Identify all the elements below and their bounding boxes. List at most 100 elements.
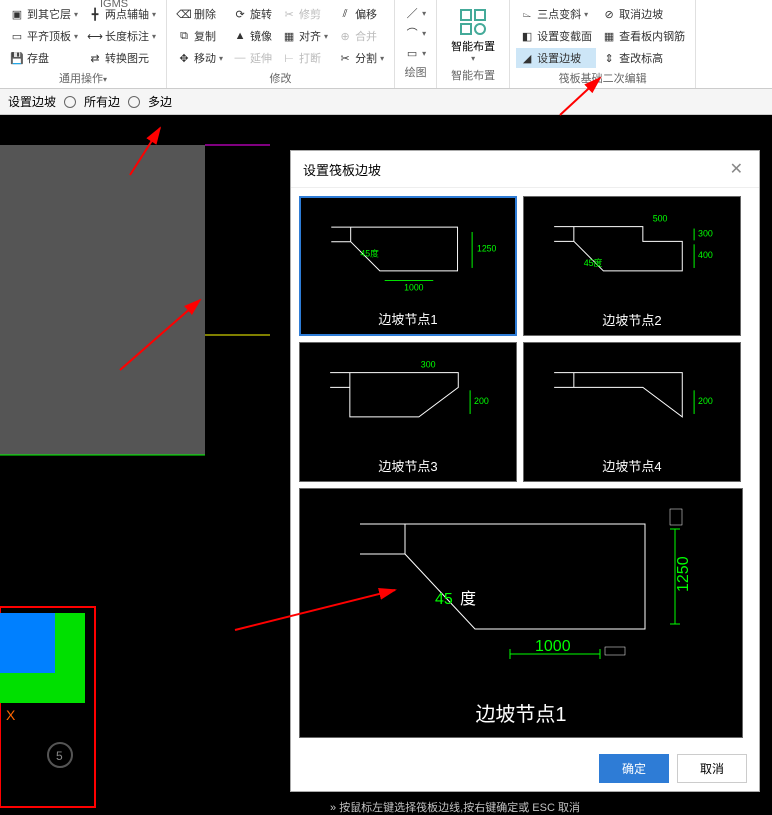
svg-text:400: 400 — [698, 250, 713, 260]
btn-align[interactable]: ▦对齐▾ — [278, 26, 332, 46]
move-icon: ✥ — [177, 51, 191, 65]
disk-icon: 💾 — [10, 51, 24, 65]
copy-icon: ⧉ — [177, 29, 191, 43]
btn-set-slope[interactable]: ◢设置边坡 — [516, 48, 596, 68]
btn-edit-elev[interactable]: ⇕查改标高 — [598, 48, 689, 68]
rotate-icon: ⟳ — [233, 7, 247, 21]
slope-icon: ⌳ — [520, 7, 534, 21]
cancel-button[interactable]: 取消 — [677, 754, 747, 783]
svg-text:45度: 45度 — [584, 257, 603, 268]
thumb-node-2[interactable]: 45度 500 300 400 边坡节点2 — [523, 196, 741, 336]
layer-icon: ▣ — [10, 7, 24, 21]
thumb-4-label: 边坡节点4 — [524, 456, 740, 475]
btn-extend: ―延伸 — [229, 48, 276, 68]
rect-icon: ▭ — [405, 46, 419, 60]
svg-text:200: 200 — [698, 396, 713, 406]
btn-arc[interactable]: ⌒▾ — [401, 24, 430, 42]
thumb-node-4[interactable]: 200 边坡节点4 — [523, 342, 741, 482]
offset-icon: ⫽ — [338, 7, 352, 21]
thumb-node-3[interactable]: 300 200 边坡节点3 — [299, 342, 517, 482]
btn-rect[interactable]: ▭▾ — [401, 44, 430, 62]
svg-text:X: X — [6, 707, 16, 723]
delete-icon: ⌫ — [177, 7, 191, 21]
break-icon: ⊢ — [282, 51, 296, 65]
btn-break: ⊢打断 — [278, 48, 332, 68]
btn-offset[interactable]: ⫽偏移 — [334, 4, 388, 24]
smart-icon — [457, 6, 489, 38]
panel-raft-label: 筏板基础二次编辑 — [516, 70, 689, 86]
radio-multi-edge[interactable] — [128, 96, 140, 108]
svg-text:1250: 1250 — [675, 556, 692, 592]
align-icon: ▭ — [10, 29, 24, 43]
svg-text:1000: 1000 — [535, 638, 571, 655]
convert-icon: ⇄ — [88, 51, 102, 65]
line-icon: ／ — [405, 6, 419, 20]
thumb-2-label: 边坡节点2 — [524, 310, 740, 329]
rebar-icon: ▦ — [602, 29, 616, 43]
svg-text:45度: 45度 — [360, 247, 379, 258]
thumb-node-1[interactable]: 45度 1000 1250 边坡节点1 — [299, 196, 517, 336]
btn-split[interactable]: ✂分割▾ — [334, 48, 388, 68]
btn-smart-layout[interactable]: 智能布置▾ — [443, 4, 503, 65]
btn-three-point[interactable]: ⌳三点变斜▾ — [516, 4, 596, 24]
mirror-icon: ▲ — [233, 29, 247, 43]
btn-set-section[interactable]: ◧设置变截面 — [516, 26, 596, 46]
option-bar: 设置边坡 所有边 多边 — [0, 89, 772, 115]
panel-general-dropdown[interactable]: 通用操作▾ — [6, 70, 160, 86]
svg-text:度: 度 — [460, 590, 476, 608]
svg-text:300: 300 — [421, 360, 436, 370]
btn-align-top[interactable]: ▭平齐顶板▾ — [6, 26, 82, 46]
radio-multi-edge-label: 多边 — [148, 93, 172, 110]
panel-general: ▣到其它层▾ ▭平齐顶板▾ 💾存盘 ╋两点辅轴▾ ⟷长度标注▾ ⇄转换图元 通用… — [0, 0, 167, 88]
extend-icon: ― — [233, 51, 247, 65]
panel-raft: ⌳三点变斜▾ ◧设置变截面 ◢设置边坡 ⊘取消边坡 ▦查看板内钢筋 ⇕查改标高 … — [510, 0, 696, 88]
cancel-icon: ⊘ — [602, 7, 616, 21]
split-icon: ✂ — [338, 51, 352, 65]
svg-text:45: 45 — [435, 591, 453, 608]
btn-rotate[interactable]: ⟳旋转 — [229, 4, 276, 24]
radio-all-edges-label: 所有边 — [84, 93, 120, 110]
btn-to-other-layer[interactable]: ▣到其它层▾ — [6, 4, 82, 24]
section-icon: ◧ — [520, 29, 534, 43]
preview-label: 边坡节点1 — [300, 698, 742, 727]
svg-text:200: 200 — [474, 396, 489, 406]
dialog-title-text: 设置筏板边坡 — [303, 160, 381, 179]
btn-length-dim[interactable]: ⟷长度标注▾ — [84, 26, 160, 46]
svg-text:500: 500 — [653, 214, 668, 224]
trim-icon: ✂ — [282, 7, 296, 21]
svg-text:5: 5 — [56, 749, 63, 763]
slope-dialog: 设置筏板边坡 ✕ 45度 1000 1250 边坡节点1 45度 50 — [290, 150, 760, 792]
btn-merge: ⊕合并 — [334, 26, 388, 46]
close-icon[interactable]: ✕ — [726, 159, 747, 179]
context-label: IGMS — [100, 0, 128, 10]
svg-text:300: 300 — [698, 228, 713, 238]
svg-text:1250: 1250 — [477, 243, 497, 253]
btn-trim: ✂修剪 — [278, 4, 332, 24]
btn-view-rebar[interactable]: ▦查看板内钢筋 — [598, 26, 689, 46]
btn-line[interactable]: ／▾ — [401, 4, 430, 22]
arc-icon: ⌒ — [405, 26, 419, 40]
radio-all-edges[interactable] — [64, 96, 76, 108]
slope2-icon: ◢ — [520, 51, 534, 65]
ribbon: IGMS ▣到其它层▾ ▭平齐顶板▾ 💾存盘 ╋两点辅轴▾ ⟷长度标注▾ ⇄转换… — [0, 0, 772, 89]
preview-area: 45 度 1000 1250 边坡节点1 — [299, 488, 743, 738]
btn-mirror[interactable]: ▲镜像 — [229, 26, 276, 46]
panel-smart-label: 智能布置 — [443, 67, 503, 83]
ok-button[interactable]: 确定 — [599, 754, 669, 783]
panel-draw-label: 绘图 — [401, 64, 430, 80]
panel-draw: ／▾ ⌒▾ ▭▾ 绘图 — [395, 0, 437, 88]
svg-text:1000: 1000 — [404, 282, 424, 292]
status-hint: » 按鼠标左键选择筏板边线,按右键确定或 ESC 取消 — [330, 799, 580, 815]
merge-icon: ⊕ — [338, 29, 352, 43]
thumb-1-label: 边坡节点1 — [301, 309, 515, 328]
btn-cancel-slope[interactable]: ⊘取消边坡 — [598, 4, 689, 24]
btn-convert[interactable]: ⇄转换图元 — [84, 48, 160, 68]
panel-modify: ⌫删除 ⧉复制 ✥移动▾ ⟳旋转 ▲镜像 ―延伸 ✂修剪 ▦对齐▾ ⊢打断 ⫽偏… — [167, 0, 395, 88]
btn-copy[interactable]: ⧉复制 — [173, 26, 227, 46]
thumb-3-label: 边坡节点3 — [300, 456, 516, 475]
btn-save[interactable]: 💾存盘 — [6, 48, 82, 68]
btn-move[interactable]: ✥移动▾ — [173, 48, 227, 68]
dialog-titlebar[interactable]: 设置筏板边坡 ✕ — [291, 151, 759, 188]
panel-smart: 智能布置▾ 智能布置 — [437, 0, 510, 88]
btn-delete[interactable]: ⌫删除 — [173, 4, 227, 24]
